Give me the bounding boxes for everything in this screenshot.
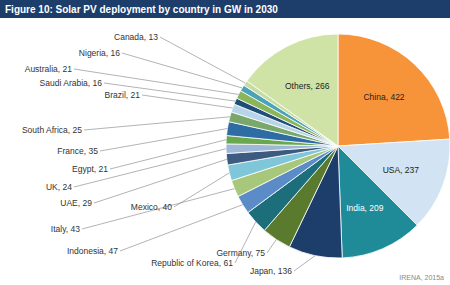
data-label: Others, 266 <box>285 81 330 91</box>
leader-line <box>235 222 256 263</box>
leader-line <box>142 95 233 108</box>
slice <box>338 34 450 146</box>
leader-line <box>84 117 230 130</box>
label-value: 237 <box>405 165 419 175</box>
label-value: 40 <box>163 202 173 212</box>
data-label: Canada, 13 <box>114 32 158 42</box>
data-label: Indonesia, 47 <box>67 246 118 256</box>
label-category: Germany <box>216 248 252 258</box>
label-value: 29 <box>83 198 93 208</box>
label-category: Italy <box>51 224 67 234</box>
slice <box>338 146 417 258</box>
data-label: USA, 237 <box>383 165 420 175</box>
data-label: Nigeria, 16 <box>79 48 120 58</box>
source: IRENA, 2015a <box>399 274 444 281</box>
data-label: UAE, 29 <box>60 198 92 208</box>
data-label: Australia, 21 <box>25 64 73 74</box>
leader-line <box>94 159 227 203</box>
label-value: 266 <box>315 81 329 91</box>
data-label: Italy, 43 <box>51 224 80 234</box>
label-category: Indonesia <box>67 246 104 256</box>
label-value: 21 <box>99 164 109 174</box>
data-label: Mexico, 40 <box>131 202 172 212</box>
slices <box>226 34 450 258</box>
label-value: 43 <box>71 224 81 234</box>
label-value: 21 <box>131 90 141 100</box>
label-category: China <box>363 92 385 102</box>
label-value: 136 <box>278 266 292 276</box>
data-label: UK, 24 <box>46 182 72 192</box>
label-category: France <box>57 146 84 156</box>
data-label: China, 422 <box>363 92 404 102</box>
label-category: Republic of Korea <box>151 258 219 268</box>
label-category: South Africa <box>22 125 68 135</box>
label-value: 24 <box>63 182 73 192</box>
label-value: 13 <box>149 32 159 42</box>
data-label: Republic of Korea, 61 <box>151 258 233 268</box>
label-category: Nigeria <box>79 48 106 58</box>
label-category: Brazil <box>105 90 126 100</box>
label-value: 35 <box>89 146 99 156</box>
label-value: 75 <box>256 248 266 258</box>
label-value: 422 <box>390 92 404 102</box>
label-category: Others <box>285 81 311 91</box>
label-category: Canada <box>114 32 144 42</box>
data-label: France, 35 <box>57 146 98 156</box>
label-value: 21 <box>63 64 73 74</box>
leader-line <box>104 83 235 101</box>
label-category: Egypt <box>72 164 94 174</box>
data-label: Egypt, 21 <box>72 164 108 174</box>
label-value: 209 <box>369 203 383 213</box>
leader-line <box>122 53 242 88</box>
leader-line <box>160 37 245 83</box>
label-category: Saudi Arabia <box>40 78 88 88</box>
title-band <box>0 0 450 18</box>
data-label: Saudi Arabia, 16 <box>40 78 103 88</box>
leader-line <box>110 140 226 169</box>
leader-line <box>100 129 227 151</box>
data-label: Brazil, 21 <box>105 90 141 100</box>
data-label: Germany, 75 <box>216 248 265 258</box>
leader-line <box>82 189 234 229</box>
label-category: UAE <box>60 198 78 208</box>
label-value: 61 <box>224 258 234 268</box>
leader-line <box>74 69 239 94</box>
slice <box>247 34 338 146</box>
label-value: 16 <box>93 78 103 88</box>
label-category: UK <box>46 182 58 192</box>
data-label: India, 209 <box>346 203 384 213</box>
data-label: Japan, 136 <box>250 266 292 276</box>
label-category: USA <box>383 165 401 175</box>
labels: China, 422 USA, 237 India, 209 Japan, 136 Ge… <box>22 32 419 276</box>
leader-line <box>294 256 315 271</box>
chart: Figure 10: Solar PV deployment by countr… <box>0 0 450 285</box>
title: Figure 10: Solar PV deployment by countr… <box>5 4 278 15</box>
label-category: Australia <box>25 64 58 74</box>
leader-line <box>267 240 276 253</box>
data-label: South Africa, 25 <box>22 125 82 135</box>
leader-line <box>174 173 229 207</box>
label-category: Japan <box>250 266 273 276</box>
label-category: India <box>346 203 365 213</box>
label-value: 25 <box>73 125 83 135</box>
label-value: 16 <box>111 48 121 58</box>
label-category: Mexico <box>131 202 158 212</box>
label-value: 47 <box>109 246 119 256</box>
